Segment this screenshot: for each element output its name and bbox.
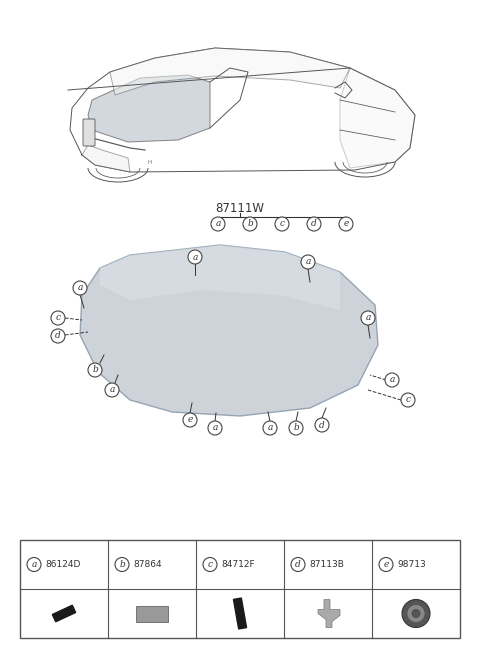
Text: a: a [31, 560, 36, 569]
Circle shape [188, 250, 202, 264]
Polygon shape [110, 48, 350, 95]
Circle shape [291, 558, 305, 571]
Text: c: c [279, 220, 285, 228]
Text: e: e [384, 560, 389, 569]
Circle shape [339, 217, 353, 231]
Circle shape [243, 217, 257, 231]
Text: 98713: 98713 [397, 560, 426, 569]
Circle shape [88, 363, 102, 377]
Circle shape [412, 609, 420, 617]
Text: 87113B: 87113B [309, 560, 344, 569]
Circle shape [51, 329, 65, 343]
Circle shape [407, 604, 425, 623]
Circle shape [385, 373, 399, 387]
Circle shape [301, 255, 315, 269]
Circle shape [115, 558, 129, 571]
Polygon shape [340, 68, 415, 168]
Text: 86124D: 86124D [45, 560, 80, 569]
Text: c: c [406, 396, 410, 405]
Text: a: a [216, 220, 221, 228]
Text: a: a [192, 253, 198, 262]
Text: a: a [389, 375, 395, 384]
Circle shape [307, 217, 321, 231]
Polygon shape [88, 75, 210, 142]
Text: d: d [55, 331, 61, 340]
Circle shape [51, 311, 65, 325]
Circle shape [315, 418, 329, 432]
Polygon shape [52, 605, 76, 622]
Circle shape [27, 558, 41, 571]
Text: a: a [212, 424, 218, 432]
Text: b: b [92, 365, 98, 375]
Text: d: d [319, 420, 325, 430]
Text: 87864: 87864 [133, 560, 162, 569]
Circle shape [263, 421, 277, 435]
Polygon shape [100, 245, 340, 310]
Text: b: b [293, 424, 299, 432]
Text: a: a [305, 258, 311, 266]
Circle shape [402, 600, 430, 628]
Polygon shape [80, 245, 378, 416]
FancyBboxPatch shape [83, 119, 95, 146]
Polygon shape [318, 600, 340, 628]
Circle shape [401, 393, 415, 407]
Bar [136, 605, 168, 621]
Circle shape [289, 421, 303, 435]
Circle shape [275, 217, 289, 231]
Circle shape [211, 217, 225, 231]
Text: b: b [119, 560, 125, 569]
Text: d: d [311, 220, 317, 228]
Text: d: d [295, 560, 301, 569]
Text: b: b [247, 220, 253, 228]
Circle shape [379, 558, 393, 571]
Text: c: c [56, 314, 60, 323]
Polygon shape [233, 598, 247, 629]
Text: 87111W: 87111W [216, 201, 264, 215]
Text: a: a [267, 424, 273, 432]
Text: a: a [77, 283, 83, 293]
Text: a: a [365, 314, 371, 323]
Text: 84712F: 84712F [221, 560, 254, 569]
Text: a: a [109, 386, 115, 394]
Circle shape [73, 281, 87, 295]
Circle shape [105, 383, 119, 397]
Circle shape [361, 311, 375, 325]
Text: e: e [187, 415, 192, 424]
Text: c: c [207, 560, 213, 569]
Text: e: e [343, 220, 348, 228]
Circle shape [208, 421, 222, 435]
Circle shape [183, 413, 197, 427]
Polygon shape [82, 145, 130, 172]
Circle shape [203, 558, 217, 571]
Text: H: H [148, 159, 152, 165]
